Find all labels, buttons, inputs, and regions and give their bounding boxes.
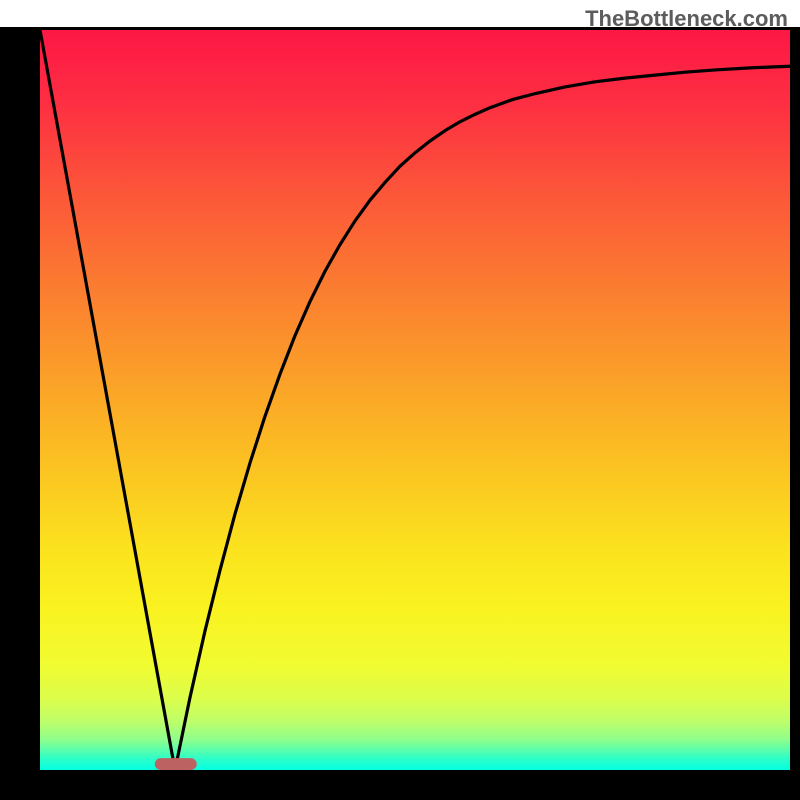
bottleneck-chart [0, 0, 800, 800]
optimal-point-marker [155, 758, 197, 770]
chart-container: TheBottleneck.com [0, 0, 800, 800]
watermark-text: TheBottleneck.com [585, 6, 788, 32]
